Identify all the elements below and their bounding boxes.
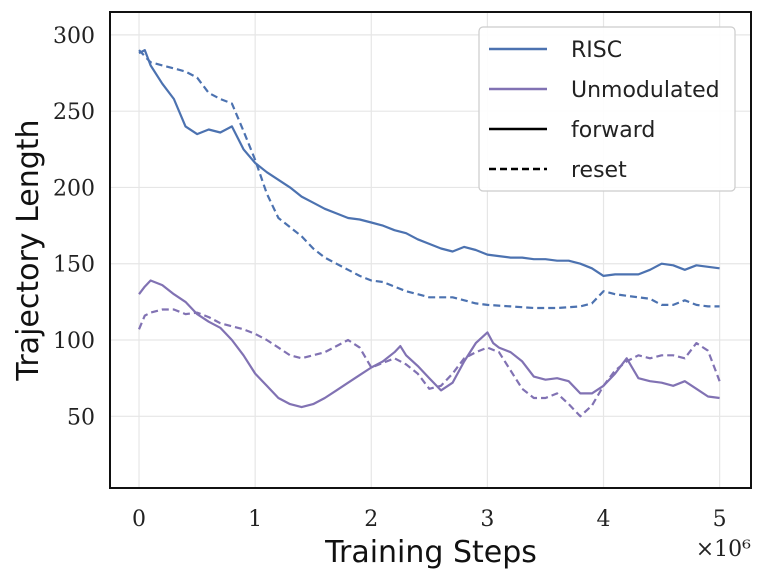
- x-tick-label: 3: [480, 507, 494, 532]
- x-multiplier-label: ×10⁶: [696, 537, 751, 562]
- x-axis-title: Training Steps: [324, 535, 537, 570]
- y-tick-label: 100: [53, 329, 95, 354]
- y-tick-labels: 50 100 150 200 250 300: [53, 24, 95, 430]
- y-tick-label: 300: [53, 24, 95, 49]
- plot-frame: [109, 11, 752, 489]
- series-line-unmodulated-forward: [138, 279, 720, 409]
- y-tick-label: 150: [53, 253, 95, 278]
- x-tick-labels: 0 1 2 3 4 5: [132, 507, 727, 532]
- legend-label: reset: [571, 158, 627, 183]
- series-line-unmodulated-reset: [137, 308, 721, 418]
- y-tick-label: 250: [53, 100, 95, 125]
- x-tick-label: 2: [364, 507, 378, 532]
- series-line-risc-forward: [138, 48, 720, 277]
- x-tick-label: 0: [132, 507, 146, 532]
- legend-label: Unmodulated: [571, 78, 720, 103]
- x-tick-label: 5: [713, 507, 727, 532]
- legend-label: forward: [571, 118, 655, 143]
- x-tick-label: 4: [597, 507, 611, 532]
- y-axis-title: Trajectory Length: [11, 119, 46, 381]
- x-tick-label: 1: [248, 507, 262, 532]
- legend-box: [478, 26, 736, 192]
- y-tick-label: 50: [67, 405, 95, 430]
- y-tick-label: 200: [53, 176, 95, 201]
- legend: RISC Unmodulated forward reset: [478, 26, 736, 192]
- series-line-risc-reset: [138, 49, 720, 310]
- legend-label: RISC: [571, 38, 622, 63]
- series-lines: [137, 48, 721, 418]
